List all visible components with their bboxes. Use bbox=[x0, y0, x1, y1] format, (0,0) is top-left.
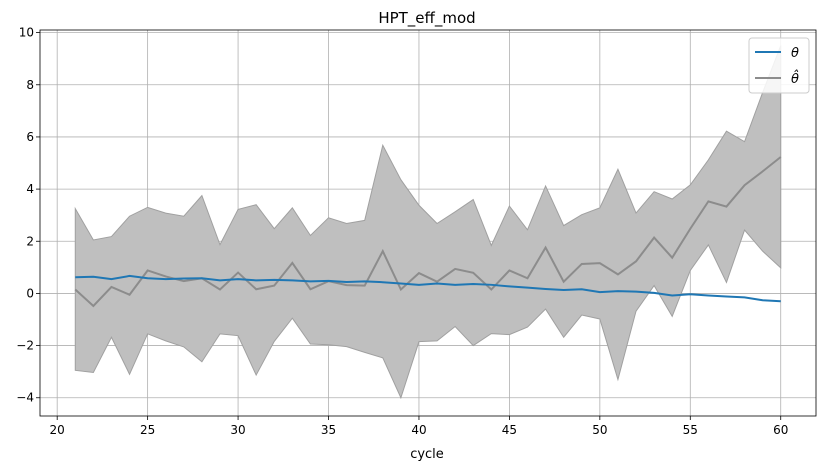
x-tick-label: 40 bbox=[411, 423, 426, 437]
x-tick-label: 20 bbox=[50, 423, 65, 437]
x-axis-ticks: 20 25 30 35 40 45 50 55 60 bbox=[50, 416, 788, 437]
x-axis-label: cycle bbox=[410, 447, 444, 462]
y-tick-label: 10 bbox=[19, 26, 34, 40]
series-lines bbox=[74, 156, 782, 308]
legend: θ θ̂ bbox=[748, 37, 810, 94]
x-tick-label: 55 bbox=[683, 423, 698, 437]
x-tick-label: 50 bbox=[592, 423, 607, 437]
confidence-band bbox=[74, 45, 782, 400]
series-line-theta-hat bbox=[74, 156, 782, 308]
y-tick-label: 4 bbox=[26, 182, 34, 196]
y-axis-ticks: −4 −2 0 2 4 6 8 10 bbox=[16, 26, 40, 405]
legend-label: θ̂ bbox=[791, 70, 799, 87]
x-tick-label: 25 bbox=[140, 423, 155, 437]
y-tick-label: 0 bbox=[26, 286, 34, 300]
legend-box bbox=[748, 37, 810, 94]
y-tick-label: 8 bbox=[26, 78, 34, 92]
x-tick-label: 35 bbox=[321, 423, 336, 437]
x-tick-label: 60 bbox=[773, 423, 788, 437]
y-tick-label: 2 bbox=[26, 234, 34, 248]
legend-label: θ bbox=[791, 46, 799, 61]
series-line-theta bbox=[75, 274, 781, 303]
y-tick-label: 6 bbox=[26, 130, 34, 144]
theta-hat-band bbox=[74, 45, 782, 400]
y-tick-label: −2 bbox=[16, 339, 34, 353]
plot-frame bbox=[39, 29, 817, 417]
x-tick-label: 30 bbox=[230, 423, 245, 437]
chart-title: HPT_eff_mod bbox=[378, 9, 475, 28]
x-tick-label: 45 bbox=[502, 423, 517, 437]
y-tick-label: −4 bbox=[16, 391, 34, 405]
